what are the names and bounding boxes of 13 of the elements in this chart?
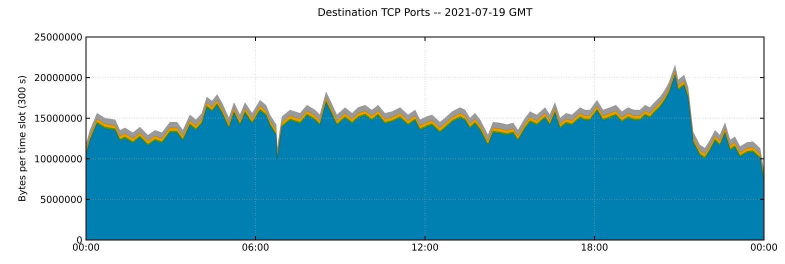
- x-tick-label: 00:00: [750, 244, 778, 251]
- x-tick-label: 00:00: [72, 244, 100, 251]
- y-axis-title: Bytes per time slot (300 s): [18, 76, 28, 201]
- chart-title: Destination TCP Ports -- 2021-07-19 GMT: [318, 8, 532, 16]
- y-tick-label: 10000000: [35, 155, 82, 162]
- y-tick-label: 5000000: [40, 196, 82, 203]
- y-tick-label: 25000000: [34, 33, 82, 41]
- x-tick-label: 12:00: [412, 244, 438, 251]
- x-tick-label: 06:00: [242, 244, 269, 251]
- y-tick-label: 0: [77, 236, 82, 244]
- y-tick-label: 15000000: [35, 114, 82, 122]
- y-tick-label: 20000000: [34, 74, 82, 82]
- x-tick-label: 18:00: [582, 244, 608, 251]
